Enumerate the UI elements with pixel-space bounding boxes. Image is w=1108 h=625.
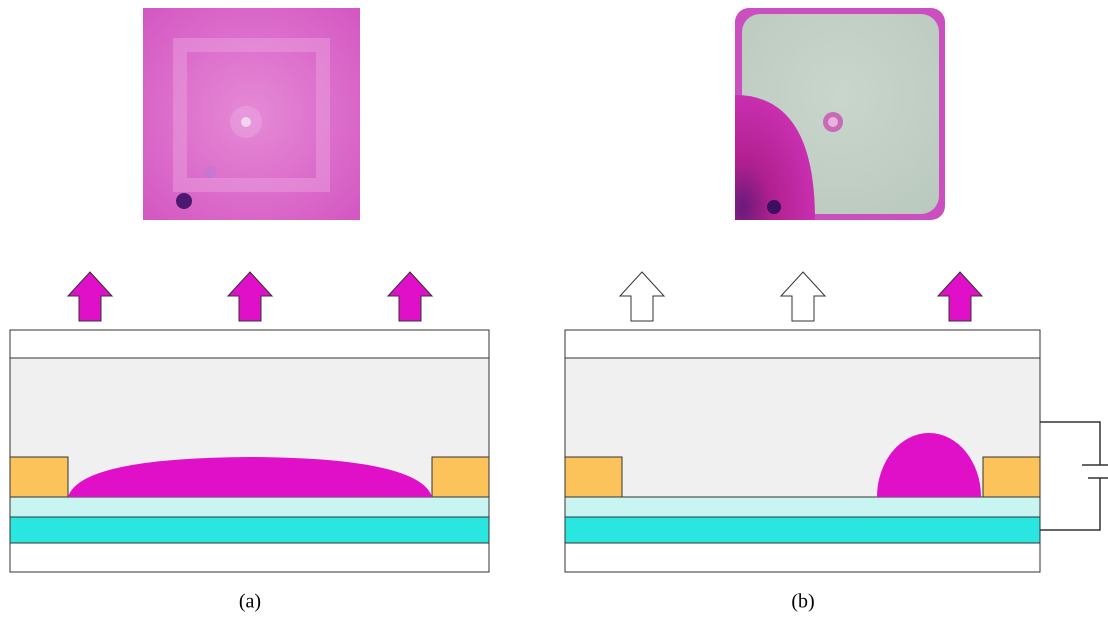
diagram: (a) (b) bbox=[0, 0, 1108, 625]
arrows bbox=[68, 272, 982, 321]
cell-a bbox=[10, 330, 489, 572]
photo-a bbox=[143, 8, 360, 220]
cell-b bbox=[565, 330, 1108, 572]
panel-label: (b) bbox=[791, 591, 814, 613]
page: (a) (b) (() => { const data = JSON.parse… bbox=[0, 0, 1108, 625]
panel-label: (a) bbox=[239, 591, 261, 613]
photo-b bbox=[735, 8, 945, 220]
